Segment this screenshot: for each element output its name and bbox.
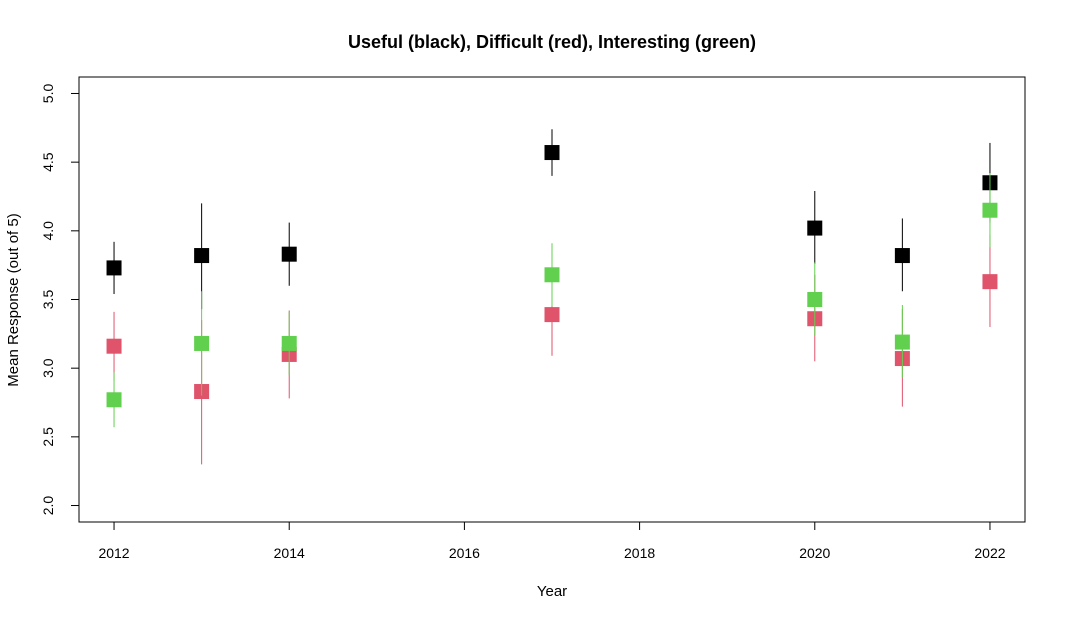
x-tick-label: 2020 [799, 545, 830, 561]
data-point [106, 338, 122, 354]
x-tick-label: 2022 [974, 545, 1005, 561]
y-tick-label: 5.0 [40, 84, 56, 104]
x-tick-label: 2016 [449, 545, 480, 561]
y-axis: 2.0 2.5 3.0 3.5 4.0 4.5 5.0 [40, 84, 80, 516]
x-tick-label: 2014 [274, 545, 305, 561]
series-layer [106, 129, 998, 465]
data-point [894, 248, 910, 264]
data-point [281, 335, 297, 351]
x-tick-label: 2018 [624, 545, 655, 561]
y-tick-label: 2.0 [40, 496, 56, 516]
y-tick-label: 4.0 [40, 221, 56, 241]
data-point [544, 267, 560, 283]
data-point [807, 292, 823, 307]
data-point [544, 145, 560, 161]
y-tick-label: 3.0 [40, 358, 56, 378]
series-2 [106, 173, 998, 428]
data-point [194, 248, 210, 264]
data-point [807, 220, 823, 236]
data-point [544, 307, 560, 323]
data-point [106, 392, 122, 408]
data-point [106, 260, 122, 276]
y-axis-label: Mean Response (out of 5) [5, 213, 22, 386]
data-point [194, 335, 210, 351]
y-tick-label: 4.5 [40, 152, 56, 172]
data-point [281, 246, 297, 262]
chart-title: Useful (black), Difficult (red), Interes… [348, 32, 756, 52]
x-tick-label: 2012 [98, 545, 129, 561]
data-point [982, 202, 998, 218]
y-tick-label: 3.5 [40, 290, 56, 310]
x-axis-label: Year [537, 583, 567, 600]
y-tick-label: 2.5 [40, 427, 56, 447]
x-axis: 2012 2014 2016 2018 2020 2022 [98, 521, 1006, 561]
data-point [894, 334, 910, 350]
data-point [982, 274, 998, 290]
